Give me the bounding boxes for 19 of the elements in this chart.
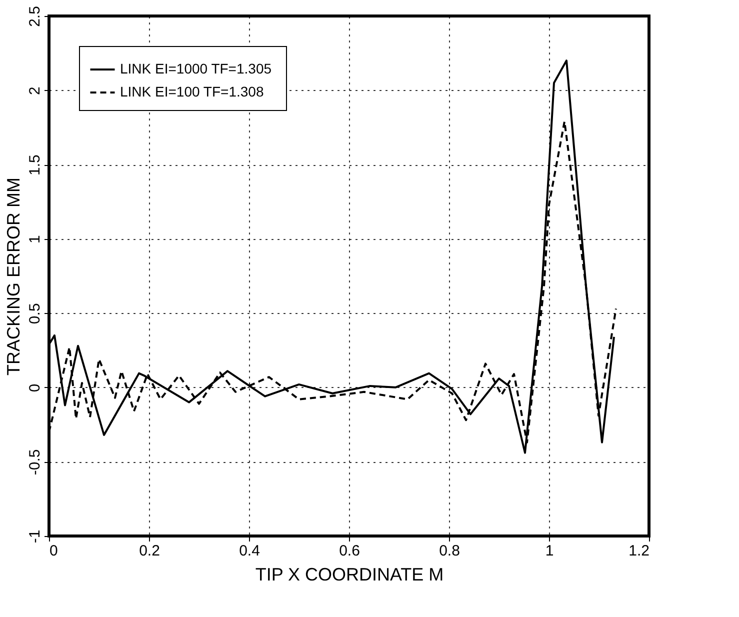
y-tick-label: 1 [26, 235, 44, 244]
x-tick-label: 0.8 [439, 542, 460, 560]
x-tick-label: 1.2 [628, 542, 650, 560]
y-tick-label: 0 [26, 384, 44, 392]
legend-label: LINK EI=100 TF=1.308 [120, 84, 264, 100]
y-tick-label: -1 [26, 530, 44, 544]
y-tick-label: 0.5 [26, 303, 44, 324]
x-tick-label: 1 [545, 542, 554, 560]
legend-label: LINK EI=1000 TF=1.305 [120, 60, 272, 76]
x-tick-label: 0.4 [239, 542, 260, 560]
y-axis-title: TRACKING ERROR MM [4, 178, 24, 376]
y-tick-label: -0.5 [26, 449, 44, 476]
x-tick-label: 0 [50, 542, 58, 560]
x-axis-title: TIP X COORDINATE M [255, 564, 444, 584]
y-tick-label: 1.5 [26, 154, 44, 176]
y-tick-label: 2.5 [26, 6, 44, 27]
y-tick-label: 2 [26, 86, 44, 95]
x-tick-label: 0.2 [139, 542, 160, 560]
x-tick-label: 0.6 [339, 542, 360, 560]
